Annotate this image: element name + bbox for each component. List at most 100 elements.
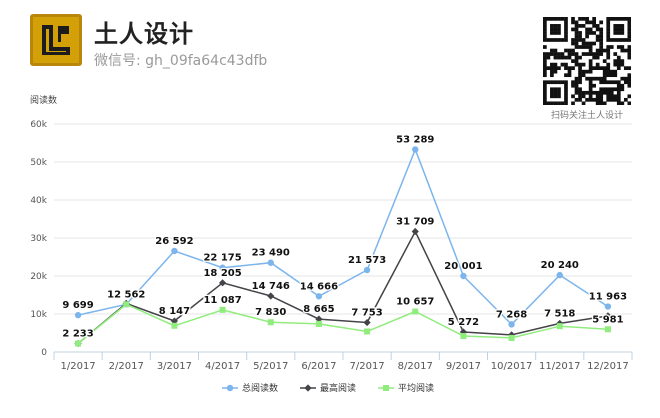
qr-module xyxy=(592,20,596,25)
data-label-1: 8 665 xyxy=(303,304,334,315)
data-point-0 xyxy=(508,321,515,328)
qr-module xyxy=(543,94,547,99)
qr-module xyxy=(546,80,551,85)
qr-module xyxy=(627,94,631,99)
qr-module xyxy=(613,59,618,63)
qr-module xyxy=(616,31,621,35)
data-point-legend-1 xyxy=(304,384,312,392)
qr-module xyxy=(627,45,631,49)
qr-module xyxy=(546,55,551,60)
legend-label-2: 平均阅读 xyxy=(398,382,434,394)
qr-module xyxy=(606,38,611,42)
series-line-0 xyxy=(77,147,609,326)
qr-module xyxy=(592,55,596,60)
qr-module xyxy=(609,17,614,21)
qr-module xyxy=(613,17,618,21)
qr-module xyxy=(560,55,565,60)
data-point-1 xyxy=(604,312,612,320)
qr-module xyxy=(599,48,604,53)
qr-module xyxy=(585,45,589,49)
qr-module xyxy=(550,80,554,85)
qr-module xyxy=(553,24,558,28)
qr-module xyxy=(543,90,547,95)
qr-module xyxy=(606,90,611,95)
qr-module xyxy=(588,48,593,53)
qr-module xyxy=(599,31,604,35)
qr-code-icon[interactable] xyxy=(543,17,631,105)
qr-module xyxy=(564,17,568,21)
series-line-1 xyxy=(77,229,609,345)
data-point-0 xyxy=(219,264,226,271)
qr-module xyxy=(571,48,575,53)
qr-module xyxy=(606,27,611,32)
qr-module xyxy=(581,17,586,21)
qr-module xyxy=(578,73,582,78)
qr-module xyxy=(588,31,593,35)
qr-module xyxy=(581,38,586,42)
qr-module xyxy=(560,101,565,105)
data-point-1 xyxy=(411,227,419,236)
qr-module xyxy=(578,87,582,92)
qr-module xyxy=(550,101,554,105)
qr-module xyxy=(581,90,586,95)
qr-module xyxy=(571,101,575,105)
qr-module xyxy=(553,31,558,35)
data-label-0: 11 963 xyxy=(589,292,627,303)
qr-module xyxy=(609,87,614,92)
qr-module xyxy=(620,59,625,63)
qr-module xyxy=(588,66,593,70)
qr-module xyxy=(546,38,551,42)
qr-module xyxy=(564,34,568,39)
qr-module xyxy=(574,38,579,42)
y-tick-label: 10k xyxy=(30,310,47,320)
qr-module xyxy=(585,97,589,102)
qr-module xyxy=(592,31,596,35)
qr-module xyxy=(606,45,611,49)
qr-module xyxy=(595,52,600,56)
qr-module xyxy=(553,52,558,56)
qr-module xyxy=(599,38,604,42)
data-label-1: 7 753 xyxy=(351,308,382,319)
qr-module xyxy=(557,31,561,35)
qr-module xyxy=(592,66,596,70)
qr-module xyxy=(592,52,596,56)
qr-module xyxy=(571,59,575,63)
qr-module xyxy=(543,101,547,105)
qr-module xyxy=(585,27,589,32)
qr-caption: 扫码关注土人设计 xyxy=(550,111,623,121)
qr-module xyxy=(550,66,554,70)
qr-module xyxy=(550,48,554,53)
qr-module xyxy=(553,66,558,70)
qr-module xyxy=(592,41,596,46)
qr-module xyxy=(616,38,621,42)
qr-module xyxy=(578,24,582,28)
qr-module xyxy=(564,90,568,95)
qr-module xyxy=(623,80,628,85)
qr-module xyxy=(588,97,593,102)
qr-module xyxy=(574,31,579,35)
series-line-2 xyxy=(77,303,608,345)
data-point-0 xyxy=(412,146,419,153)
qr-module xyxy=(574,41,579,46)
qr-module xyxy=(602,80,607,85)
qr-module xyxy=(588,80,593,85)
qr-module xyxy=(627,17,631,21)
qr-module xyxy=(543,24,547,28)
qr-module xyxy=(623,76,628,81)
qr-module xyxy=(550,87,554,92)
qr-module xyxy=(613,73,618,78)
qr-module xyxy=(574,55,579,60)
qr-module xyxy=(546,52,551,56)
qr-module xyxy=(543,69,547,74)
qr-module xyxy=(616,24,621,28)
qr-module xyxy=(571,38,575,42)
qr-module xyxy=(585,34,589,39)
data-label-1: 5 272 xyxy=(448,317,479,328)
data-point-1 xyxy=(363,318,371,327)
qr-module xyxy=(595,90,600,95)
qr-module xyxy=(550,62,554,67)
qr-module xyxy=(581,41,586,46)
qr-module xyxy=(627,38,631,42)
qr-module xyxy=(567,66,572,70)
data-point-0 xyxy=(74,311,82,319)
